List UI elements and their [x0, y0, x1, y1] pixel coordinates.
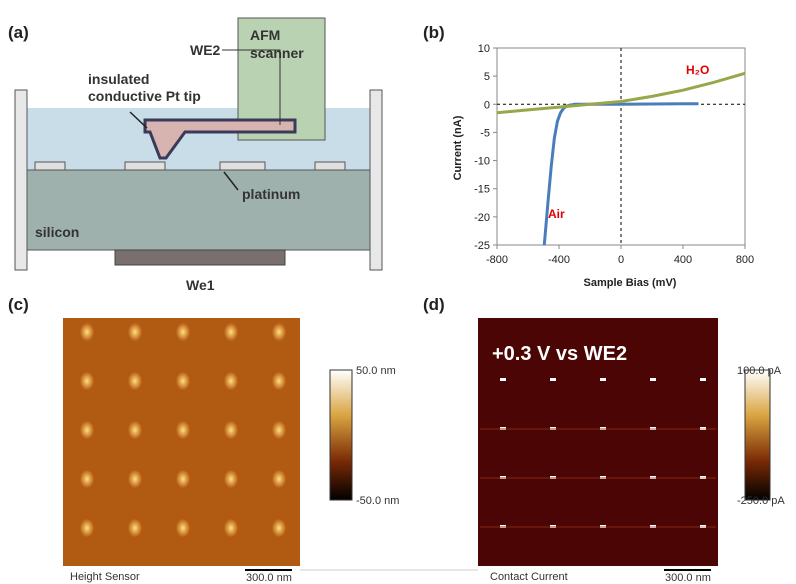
- scale-bar-label: 300.0 nm: [246, 572, 292, 584]
- x-tick-label: 400: [674, 254, 692, 266]
- afm-image: 50.0 nm -50.0 nm Height Sensor 300.0 nm: [63, 318, 399, 584]
- colorbar-label: 100.0 pA: [737, 365, 782, 377]
- pad: [125, 162, 165, 170]
- caption: Contact Current: [490, 571, 568, 583]
- panel-label: (c): [8, 295, 29, 314]
- bump: [176, 421, 190, 439]
- chart: Sample Bias (mV) Current (nA) -25 -20 -15 -…: [452, 43, 754, 289]
- bump: [176, 323, 190, 341]
- overlay-label: +0.3 V vs WE2: [492, 343, 627, 365]
- label: platinum: [242, 186, 300, 202]
- label: AFM: [250, 27, 280, 43]
- x-tick-label: 0: [618, 254, 624, 266]
- colorbar: [330, 370, 352, 500]
- panel-label: (a): [8, 23, 29, 42]
- bump: [128, 421, 142, 439]
- spot: [700, 378, 706, 381]
- bottom-electrode: [115, 250, 285, 265]
- bump: [272, 519, 286, 537]
- y-tick-label: -10: [474, 156, 490, 168]
- bump: [272, 421, 286, 439]
- spot: [600, 378, 606, 381]
- x-axis-label: Sample Bias (mV): [584, 277, 677, 289]
- bump: [224, 421, 238, 439]
- bump: [80, 421, 94, 439]
- y-tick-label: 10: [478, 43, 490, 55]
- afm-image: +0.3 V vs WE2 100.0 pA -250.0 pA Contact…: [478, 318, 785, 584]
- bump: [224, 372, 238, 390]
- series-label: H₂O: [686, 63, 709, 77]
- bump: [176, 519, 190, 537]
- x-tick-label: -800: [486, 254, 508, 266]
- figure: (a) (b) (c) (d) WE2 AFM scanner insulate…: [0, 0, 796, 584]
- bump: [272, 470, 286, 488]
- label: conductive Pt tip: [88, 88, 201, 104]
- y-tick-label: 0: [484, 99, 490, 111]
- bump: [176, 470, 190, 488]
- diagram: WE2 AFM scanner insulated conductive Pt …: [15, 18, 382, 293]
- pad: [35, 162, 65, 170]
- y-tick-label: -20: [474, 212, 490, 224]
- bump: [224, 519, 238, 537]
- scale-bar-label: 300.0 nm: [665, 572, 711, 584]
- bump: [80, 323, 94, 341]
- pad: [220, 162, 265, 170]
- y-tick-label: -25: [474, 240, 490, 252]
- x-tick-label: 800: [736, 254, 754, 266]
- colorbar-label: -50.0 nm: [356, 495, 399, 507]
- y-tick-label: 5: [484, 71, 490, 83]
- label: WE2: [190, 42, 221, 58]
- panel-label: (b): [423, 23, 445, 42]
- y-tick-label: -5: [480, 127, 490, 139]
- bump: [128, 372, 142, 390]
- spot: [650, 378, 656, 381]
- bump: [272, 323, 286, 341]
- label: silicon: [35, 224, 79, 240]
- label: scanner: [250, 45, 304, 61]
- bump: [128, 519, 142, 537]
- wall: [15, 90, 27, 270]
- bump: [272, 372, 286, 390]
- colorbar-label: 50.0 nm: [356, 365, 396, 377]
- bump: [80, 519, 94, 537]
- bump: [176, 372, 190, 390]
- bump: [128, 323, 142, 341]
- y-tick-label: -15: [474, 184, 490, 196]
- x-tick-label: -400: [548, 254, 570, 266]
- bump: [224, 470, 238, 488]
- bump: [128, 470, 142, 488]
- caption: Height Sensor: [70, 571, 140, 583]
- label: We1: [186, 277, 215, 293]
- bump: [80, 372, 94, 390]
- panel-label: (d): [423, 295, 445, 314]
- spot: [550, 378, 556, 381]
- bump: [224, 323, 238, 341]
- series-label: Air: [548, 207, 565, 221]
- pad: [315, 162, 345, 170]
- wall: [370, 90, 382, 270]
- bump: [80, 470, 94, 488]
- colorbar-label: -250.0 pA: [737, 495, 785, 507]
- colorbar: [745, 370, 770, 500]
- y-axis-label: Current (nA): [452, 115, 464, 180]
- spot: [500, 378, 506, 381]
- label: insulated: [88, 71, 149, 87]
